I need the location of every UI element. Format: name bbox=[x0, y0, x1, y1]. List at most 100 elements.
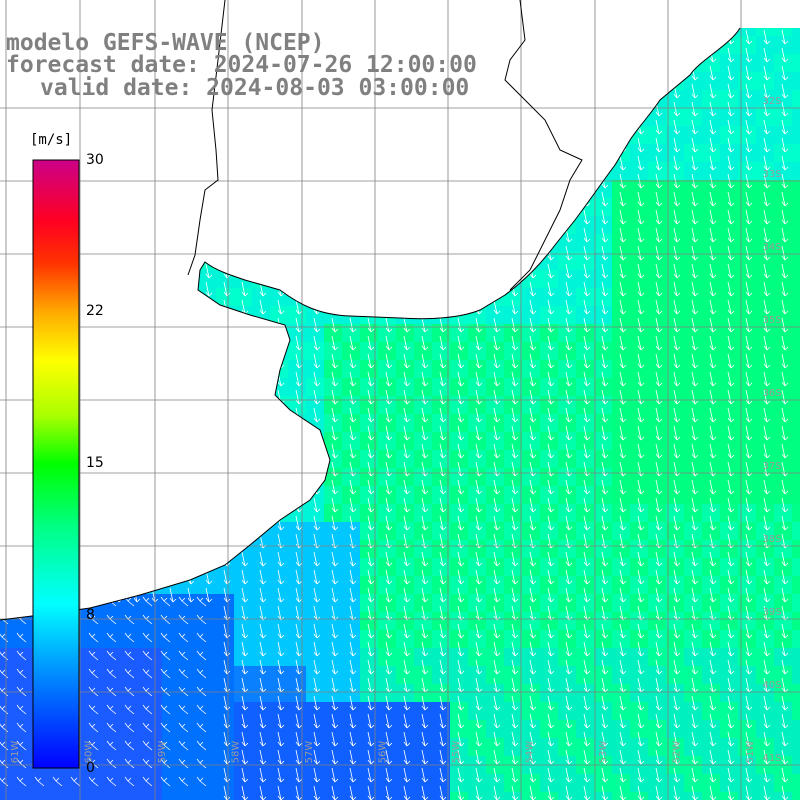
wind-cell bbox=[612, 288, 630, 306]
wind-cell bbox=[108, 396, 126, 414]
wind-arrow bbox=[529, 641, 537, 657]
wind-arrow bbox=[367, 353, 375, 369]
wind-cell bbox=[72, 108, 90, 126]
wind-arrow bbox=[547, 137, 555, 153]
wind-cell bbox=[540, 432, 558, 450]
wind-cell bbox=[702, 306, 720, 324]
wind-arrow bbox=[565, 371, 573, 387]
wind-cell bbox=[576, 306, 594, 324]
wind-arrow bbox=[763, 407, 771, 423]
wind-cell bbox=[666, 0, 684, 18]
wind-cell bbox=[774, 666, 792, 684]
wind-cell bbox=[486, 234, 504, 252]
wind-arrow bbox=[745, 65, 753, 81]
wind-arrow bbox=[511, 623, 519, 639]
wind-cell bbox=[738, 162, 756, 180]
wind-arrow bbox=[295, 479, 303, 495]
wind-cell bbox=[720, 234, 738, 252]
wind-arrow bbox=[259, 515, 267, 531]
wind-cell bbox=[468, 252, 486, 270]
wind-cell bbox=[468, 594, 486, 612]
wind-cell bbox=[396, 324, 414, 342]
wind-cell bbox=[612, 630, 630, 648]
wind-arrow bbox=[367, 29, 375, 45]
wind-cell bbox=[324, 468, 342, 486]
wind-cell bbox=[450, 684, 468, 702]
wind-arrow bbox=[565, 263, 573, 279]
wind-cell bbox=[126, 666, 144, 684]
wind-cell bbox=[414, 594, 432, 612]
wind-cell bbox=[576, 342, 594, 360]
wind-arrow bbox=[97, 209, 105, 225]
wind-arrow bbox=[583, 353, 591, 369]
wind-cell bbox=[630, 28, 648, 36]
wind-cell bbox=[432, 450, 450, 468]
wind-arrow bbox=[475, 263, 483, 279]
wind-cell bbox=[666, 504, 684, 522]
wind-arrow bbox=[133, 299, 141, 315]
wind-cell bbox=[288, 126, 306, 144]
wind-cell bbox=[144, 432, 162, 450]
wind-cell bbox=[306, 522, 324, 540]
wind-cell bbox=[576, 90, 594, 108]
wind-cell bbox=[324, 396, 342, 414]
wind-cell bbox=[342, 144, 360, 162]
wind-arrow bbox=[781, 29, 789, 45]
wind-arrow bbox=[493, 497, 501, 513]
wind-cell bbox=[0, 684, 18, 702]
wind-cell bbox=[630, 378, 648, 396]
wind-arrow bbox=[169, 209, 177, 225]
wind-arrow bbox=[655, 551, 663, 567]
wind-arrow bbox=[583, 299, 591, 315]
wind-cell bbox=[342, 702, 360, 720]
wind-arrow bbox=[529, 695, 537, 711]
wind-arrow bbox=[16, 596, 27, 607]
wind-arrow bbox=[601, 335, 609, 351]
wind-cell bbox=[468, 270, 486, 288]
wind-arrow bbox=[781, 767, 789, 783]
wind-cell bbox=[270, 216, 288, 234]
wind-cell bbox=[216, 252, 234, 270]
wind-arrow bbox=[763, 731, 771, 747]
wind-cell bbox=[792, 234, 800, 252]
wind-arrow bbox=[781, 731, 789, 747]
wind-arrow bbox=[349, 371, 357, 387]
wind-cell bbox=[756, 180, 774, 198]
wind-arrow bbox=[583, 641, 591, 657]
wind-arrow bbox=[205, 137, 213, 153]
wind-arrow bbox=[691, 695, 699, 711]
wind-arrow bbox=[403, 587, 411, 603]
wind-cell bbox=[180, 450, 198, 468]
wind-cell bbox=[684, 648, 702, 666]
wind-arrow bbox=[637, 245, 645, 261]
wind-cell bbox=[774, 486, 792, 504]
wind-arrow bbox=[727, 353, 735, 369]
wind-arrow bbox=[331, 587, 339, 603]
wind-cell bbox=[108, 108, 126, 126]
wind-arrow bbox=[583, 245, 591, 261]
wind-arrow bbox=[691, 425, 699, 441]
wind-cell bbox=[648, 234, 666, 252]
wind-arrow bbox=[601, 317, 609, 333]
wind-cell bbox=[0, 522, 18, 540]
wind-cell bbox=[558, 648, 576, 666]
wind-arrow bbox=[781, 65, 789, 81]
wind-cell bbox=[144, 126, 162, 144]
wind-arrow bbox=[196, 758, 207, 769]
wind-cell bbox=[126, 234, 144, 252]
wind-cell bbox=[180, 216, 198, 234]
wind-arrow bbox=[7, 353, 15, 369]
wind-arrow bbox=[637, 731, 645, 747]
wind-cell bbox=[594, 468, 612, 486]
wind-arrow bbox=[457, 29, 465, 45]
wind-cell bbox=[468, 360, 486, 378]
wind-arrow bbox=[97, 191, 105, 207]
wind-arrow bbox=[439, 767, 447, 783]
wind-arrow bbox=[673, 353, 681, 369]
wind-cell bbox=[360, 360, 378, 378]
wind-cell bbox=[630, 36, 648, 54]
wind-cell bbox=[486, 306, 504, 324]
wind-cell bbox=[414, 180, 432, 198]
wind-arrow bbox=[385, 767, 393, 783]
wind-arrow bbox=[295, 767, 303, 783]
